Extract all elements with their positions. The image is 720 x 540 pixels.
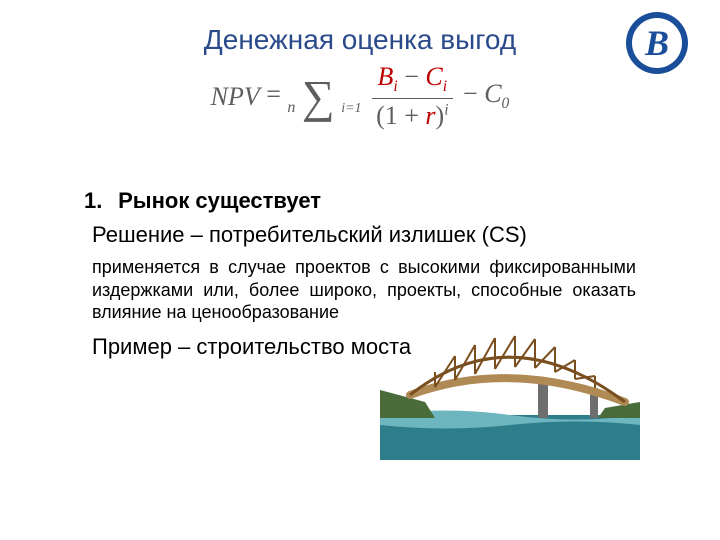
formula-lhs: NPV [211,82,260,112]
var-c0: C [484,79,501,108]
denom-open: (1 + [376,101,425,130]
bridge-illustration [380,310,640,465]
list-item-1: 1. Рынок существует [84,188,636,214]
npv-formula: NPV = n ∑ i=1 Bi − Ci (1 + r)i − C0 [0,62,720,131]
item-title: Рынок существует [118,188,321,213]
solution-line: Решение – потребительский излишек (CS) [92,222,636,248]
summation-block: n ∑ i=1 [287,76,361,117]
denom-power: i [444,101,448,118]
fraction-numerator: Bi − Ci [372,62,452,98]
var-r: r [425,101,435,130]
item-number: 1. [84,188,112,214]
denom-close: ) [436,101,445,130]
sum-lower-limit: i=1 [341,101,361,116]
fraction-denominator: (1 + r)i [372,98,452,131]
var-c: C [425,62,442,91]
formula-equals: = [266,79,287,108]
var-b: B [378,62,394,91]
sub-ci: i [443,78,447,95]
minus-1: − [398,62,426,91]
sub-c0: 0 [502,96,510,113]
slide: В Денежная оценка выгод NPV = n ∑ i=1 Bi… [0,0,720,540]
slide-title: Денежная оценка выгод [0,24,720,56]
fraction: Bi − Ci (1 + r)i [372,62,452,131]
sum-upper-limit: n [287,99,295,116]
minus-2: − [463,79,484,108]
formula-tail: − C0 [463,79,509,113]
sigma-symbol: ∑ [302,71,335,122]
